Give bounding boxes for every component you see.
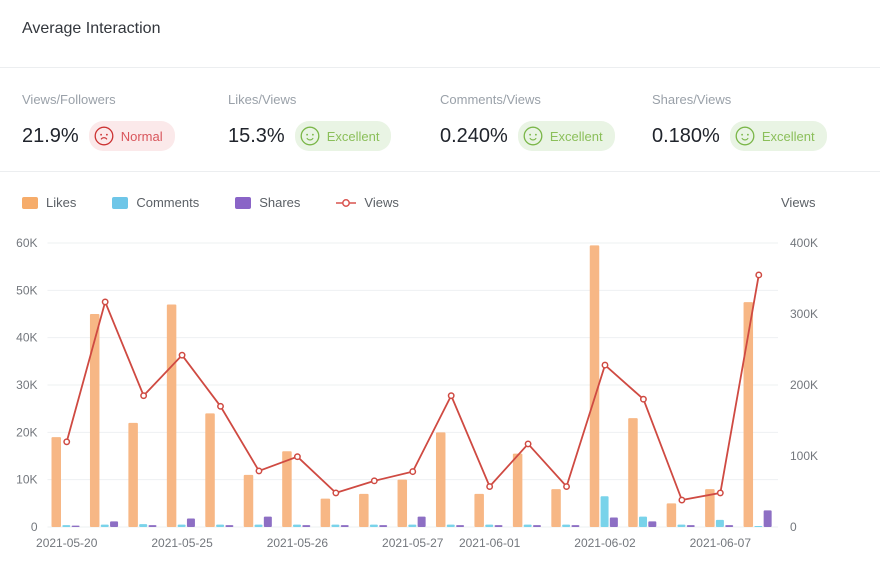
- svg-text:2021-05-20: 2021-05-20: [36, 536, 98, 550]
- svg-text:0: 0: [790, 520, 797, 534]
- svg-text:10K: 10K: [16, 473, 37, 487]
- svg-text:40K: 40K: [16, 331, 37, 345]
- svg-text:30K: 30K: [16, 378, 37, 392]
- svg-text:2021-05-26: 2021-05-26: [267, 536, 329, 550]
- svg-text:100K: 100K: [790, 449, 818, 463]
- svg-text:2021-05-25: 2021-05-25: [151, 536, 213, 550]
- svg-text:200K: 200K: [790, 378, 818, 392]
- svg-text:400K: 400K: [790, 236, 818, 250]
- svg-text:2021-05-27: 2021-05-27: [382, 536, 444, 550]
- svg-text:60K: 60K: [16, 236, 37, 250]
- svg-text:2021-06-07: 2021-06-07: [690, 536, 752, 550]
- svg-text:300K: 300K: [790, 307, 818, 321]
- svg-text:0: 0: [31, 520, 38, 534]
- svg-text:2021-06-02: 2021-06-02: [574, 536, 636, 550]
- svg-text:20K: 20K: [16, 425, 37, 439]
- svg-text:2021-06-01: 2021-06-01: [459, 536, 521, 550]
- svg-text:50K: 50K: [16, 283, 37, 297]
